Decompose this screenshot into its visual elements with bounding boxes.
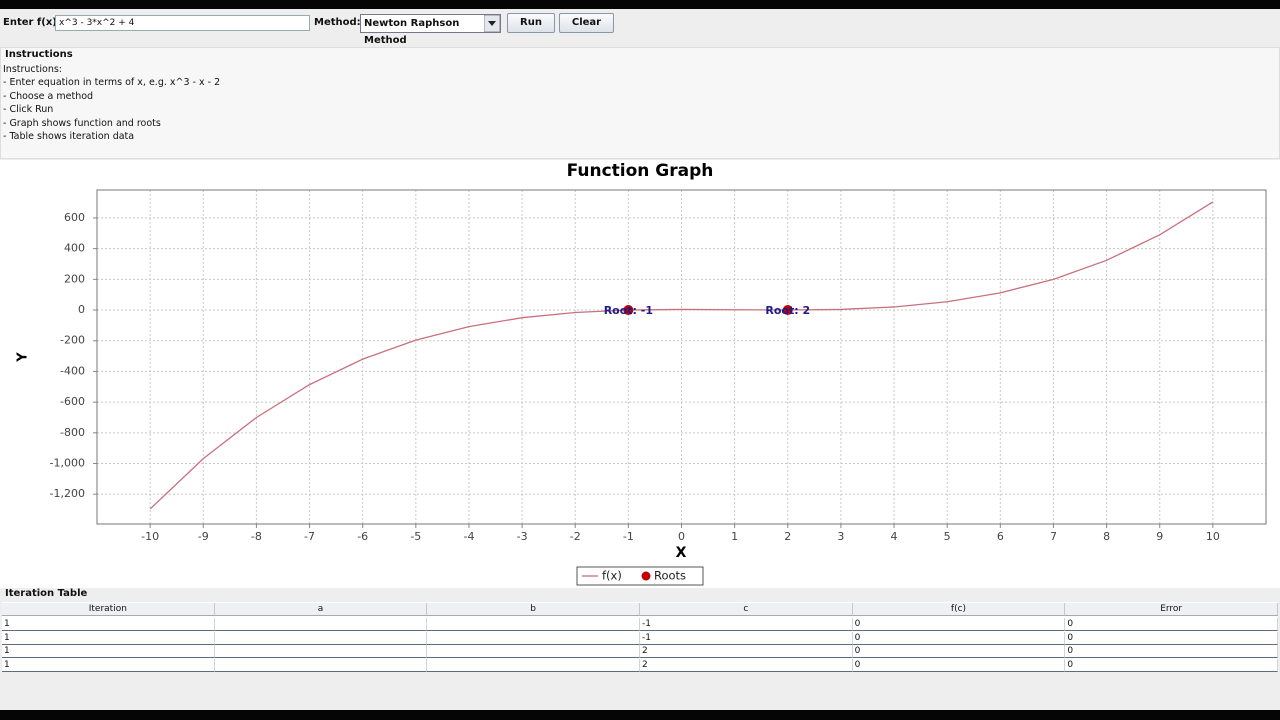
y-tick-label: -1,200	[50, 487, 85, 500]
column-header: a	[214, 603, 428, 616]
x-tick-label: 7	[1050, 530, 1057, 543]
x-tick-label: -2	[570, 530, 581, 543]
x-tick-label: 5	[944, 530, 951, 543]
x-tick-label: -6	[357, 530, 368, 543]
x-tick-label: 10	[1206, 530, 1220, 543]
instruction-line: Instructions:	[3, 64, 62, 75]
iteration-table: Iteration a b c f(c) Error 1 -1 0 0 1 -1 0 0 1 2 0 0 1 2 0 0	[2, 602, 1278, 672]
column-header: Error	[1065, 603, 1278, 616]
root-annotation: Root: -1	[604, 304, 653, 317]
table-title: Iteration Table	[5, 588, 88, 599]
x-tick-label: -4	[463, 530, 474, 543]
instructions-title: Instructions	[5, 49, 73, 60]
column-header: f(c)	[852, 603, 1066, 616]
x-tick-label: -10	[141, 530, 159, 543]
table-cell: 0	[852, 658, 1066, 672]
dropdown-arrow	[484, 15, 500, 32]
y-tick-label: 200	[64, 272, 85, 285]
table-cell: 2	[640, 645, 853, 658]
instruction-line: - Choose a method	[3, 90, 94, 102]
table-cell: 1	[2, 631, 215, 645]
x-tick-label: -9	[198, 530, 209, 543]
x-tick-label: -7	[304, 530, 315, 543]
table-cell	[427, 631, 640, 645]
table-cell: 0	[1065, 618, 1278, 631]
table-cell	[214, 631, 428, 645]
x-tick-label: -1	[623, 530, 634, 543]
clear-button[interactable]: Clear	[559, 13, 614, 33]
y-tick-label: -400	[60, 364, 85, 377]
x-tick-label: -5	[410, 530, 421, 543]
y-tick-label: -200	[60, 334, 85, 347]
x-tick-label: 2	[784, 530, 791, 543]
table-cell: 0	[1065, 645, 1278, 658]
x-tick-label: 4	[891, 530, 898, 543]
table-cell: -1	[640, 618, 853, 631]
bottom-bar	[0, 710, 1280, 720]
table-cell: 0	[852, 631, 1066, 645]
legend-label: Roots	[654, 569, 686, 583]
table-cell: 0	[852, 645, 1066, 658]
y-tick-label: 600	[64, 211, 85, 224]
instruction-line: - Graph shows function and roots	[3, 117, 161, 129]
root-annotation: Root: 2	[765, 304, 810, 317]
table-cell: 2	[640, 658, 853, 672]
method-value: Newton Raphson Method	[364, 18, 460, 46]
table-cell: 1	[2, 618, 215, 631]
table-cell: -1	[640, 631, 853, 645]
instruction-line: - Enter equation in terms of x, e.g. x^3…	[3, 77, 221, 89]
y-tick-label: -1,000	[50, 457, 85, 470]
table-cell	[427, 645, 640, 658]
y-tick-label: 400	[64, 242, 85, 255]
instruction-line: - Table shows iteration data	[3, 131, 135, 142]
table-cell	[214, 658, 428, 672]
y-axis-label: Y	[16, 352, 31, 363]
function-input[interactable]: x^3 - 3*x^2 + 4	[55, 15, 310, 31]
instructions-panel	[0, 47, 1280, 159]
chart-title: Function Graph	[567, 161, 714, 181]
function-label: Enter f(x):	[3, 17, 61, 28]
table-cell: 0	[852, 618, 1066, 631]
y-tick-label: -600	[60, 395, 85, 408]
table-cell	[214, 618, 428, 631]
x-axis-label: X	[676, 545, 687, 561]
table-cell	[427, 618, 640, 631]
column-header: b	[427, 603, 640, 616]
y-tick-label: -800	[60, 426, 85, 439]
function-line	[149, 201, 1214, 510]
table-cell	[427, 658, 640, 672]
legend-box	[576, 566, 704, 586]
x-tick-label: -3	[517, 530, 528, 543]
x-tick-label: 6	[997, 530, 1004, 543]
legend-swatch	[641, 571, 651, 581]
column-header: c	[640, 603, 853, 616]
y-tick-label: 0	[78, 303, 85, 316]
x-tick-label: 0	[678, 530, 685, 543]
root-point	[782, 305, 793, 316]
table-cell: 0	[1065, 631, 1278, 645]
run-button[interactable]: Run	[507, 13, 555, 33]
x-tick-label: 8	[1103, 530, 1110, 543]
column-header: Iteration	[2, 603, 215, 616]
table-cell: 1	[2, 645, 215, 658]
x-tick-label: 3	[837, 530, 844, 543]
table-cell: 1	[2, 658, 215, 672]
top-bar	[0, 0, 1280, 9]
table-cell: 0	[1065, 658, 1278, 672]
instruction-line: - Click Run	[3, 104, 54, 116]
chart: Function Graph X Y -10 -9 -8 -7 -6 -5 -4 -3 -2 -1…	[0, 160, 1280, 588]
table-cell	[214, 645, 428, 658]
x-tick-label: 1	[731, 530, 738, 543]
x-tick-label: 9	[1156, 530, 1163, 543]
plot-frame	[96, 189, 1267, 525]
method-select[interactable]: Newton Raphson Method	[360, 14, 501, 46]
legend-label: f(x)	[602, 569, 622, 583]
x-tick-label: -8	[251, 530, 262, 543]
root-point	[623, 305, 634, 316]
method-label: Method:	[314, 17, 361, 28]
